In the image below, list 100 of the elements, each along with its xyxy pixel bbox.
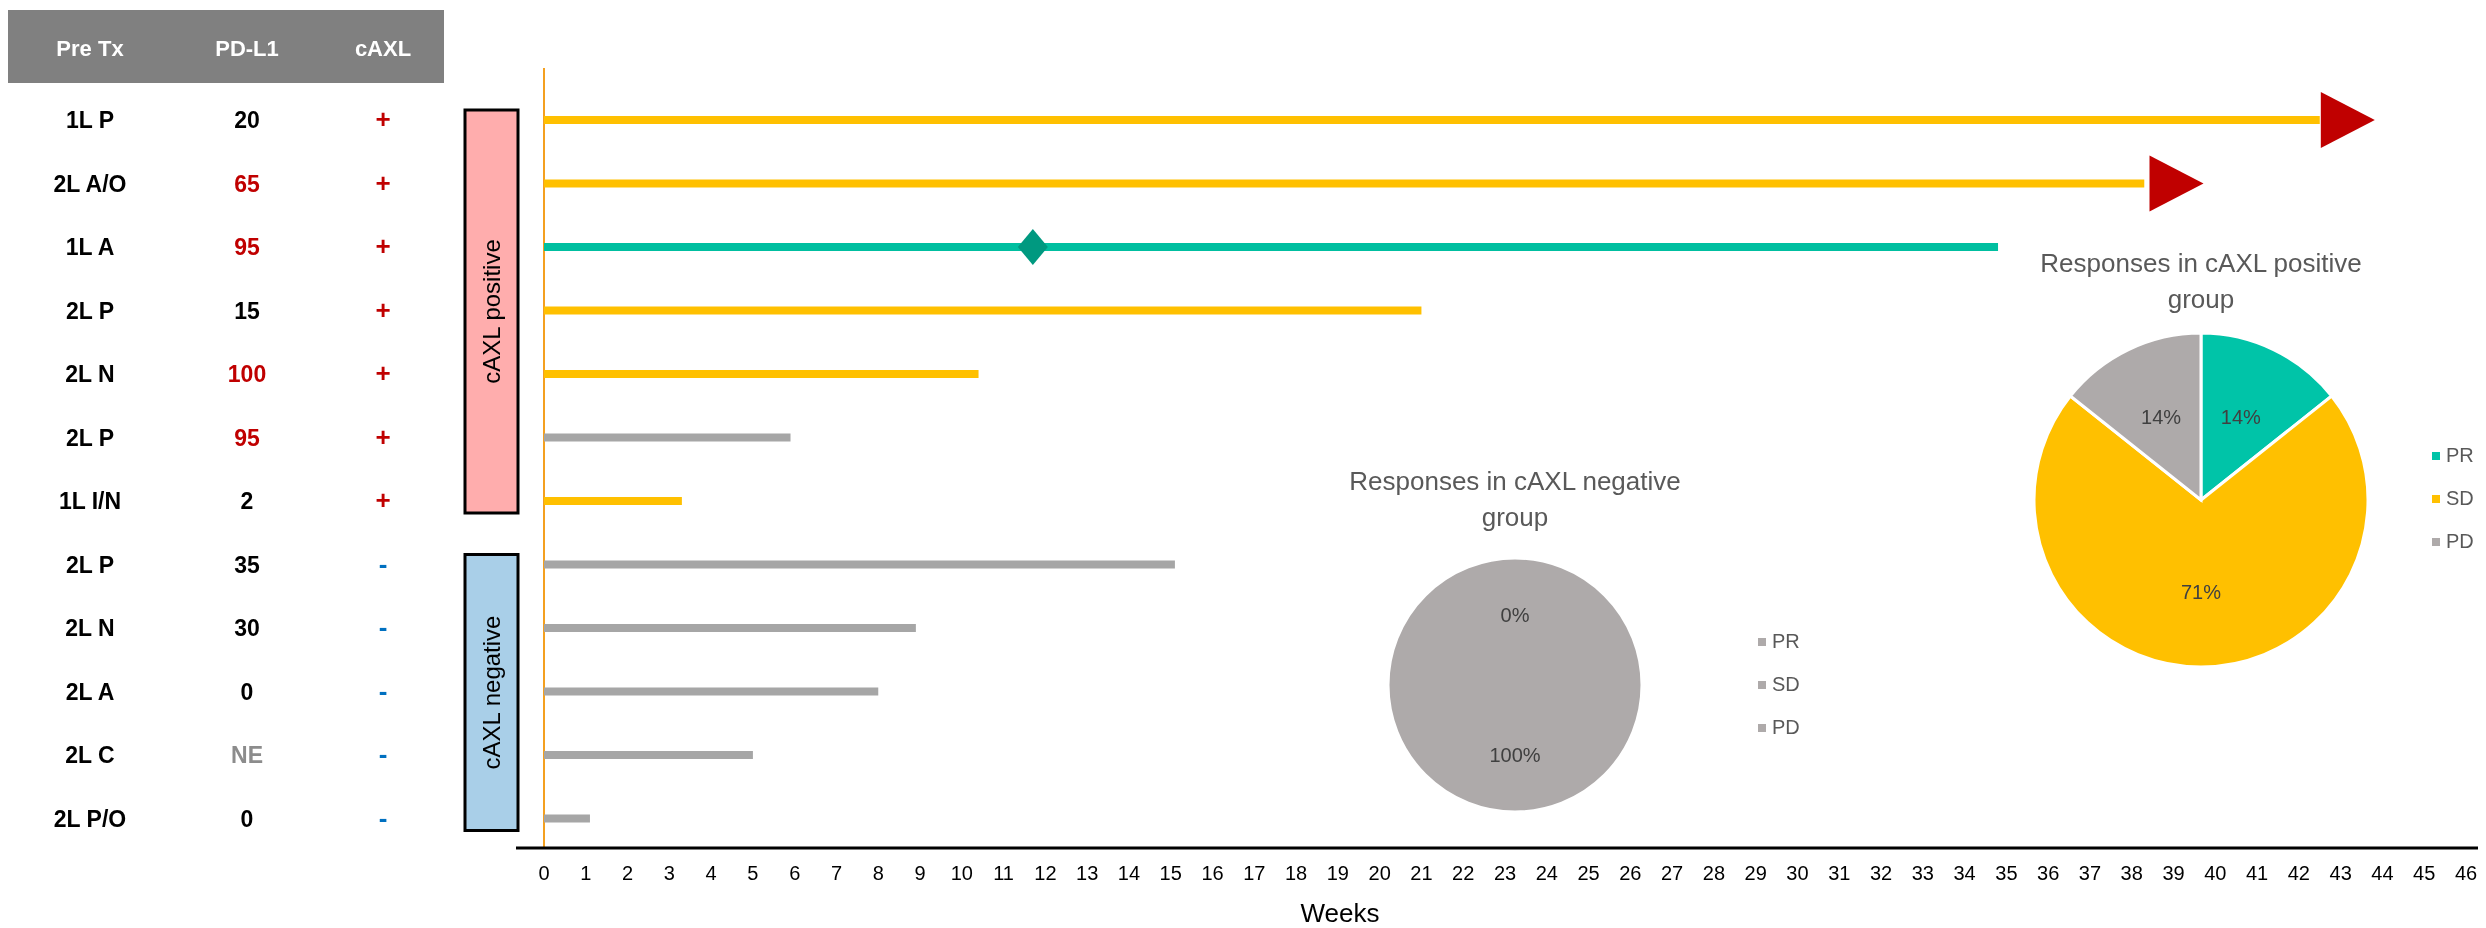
bar — [544, 243, 1999, 251]
text: PD-L1 — [215, 36, 279, 61]
text: 2L P — [65, 297, 115, 324]
x-tick-label: 1 — [580, 862, 592, 884]
bar — [544, 560, 1175, 569]
x-tick-label: 23 — [1493, 862, 1517, 884]
x-tick-label: 41 — [2245, 862, 2269, 884]
x-tick-label: 0 — [538, 862, 550, 884]
text: 20 — [234, 107, 260, 133]
text: - — [378, 548, 388, 579]
legend-label: PR — [1772, 630, 1800, 652]
x-tick-label: 14 — [1117, 862, 1141, 884]
x-tick-label: 10 — [950, 862, 973, 884]
legend-label: SD — [1772, 673, 1800, 695]
text: 15 — [234, 297, 260, 324]
x-tick-label: 5 — [747, 862, 759, 884]
x-tick-label: 20 — [1368, 862, 1391, 884]
x-tick-label: 11 — [993, 862, 1014, 884]
x-tick-label: 19 — [1326, 862, 1349, 884]
x-tick-label: 32 — [1869, 862, 1893, 884]
x-tick-label: 6 — [789, 862, 801, 884]
legend-label: PD — [2446, 530, 2474, 552]
text: Pre Tx — [56, 36, 125, 61]
x-tick-label: 29 — [1744, 862, 1767, 884]
x-tick-label: 2 — [622, 862, 634, 884]
x-tick-label: 7 — [830, 862, 843, 884]
text: 30 — [234, 615, 260, 641]
x-tick-label: 31 — [1828, 862, 1851, 884]
text: cAXL — [354, 36, 412, 61]
text: 95 — [234, 234, 260, 260]
x-tick-label: 9 — [914, 862, 926, 884]
text: 2 — [240, 488, 254, 514]
text: 2L N — [65, 615, 115, 641]
text: 2L N — [65, 361, 115, 387]
text: 35 — [234, 551, 260, 578]
x-tick-label: 36 — [2037, 862, 2060, 884]
bar — [544, 814, 590, 823]
text: NE — [231, 742, 263, 768]
x-tick-label: 44 — [2371, 862, 2394, 884]
x-tick-label: 17 — [1243, 862, 1266, 884]
text: - — [378, 612, 388, 642]
x-tick-label: 34 — [1953, 862, 1976, 884]
bar — [544, 306, 1422, 315]
text: cAXL positive — [478, 239, 505, 384]
x-tick-label: 38 — [2120, 862, 2143, 884]
text: 0 — [240, 678, 254, 705]
x-tick-label: 37 — [2078, 862, 2102, 884]
text: 1L I/N — [58, 488, 122, 514]
x-tick-label: 26 — [1619, 862, 1642, 884]
data-label: 14% — [2220, 406, 2262, 429]
text: - — [378, 802, 388, 833]
x-tick-label: 13 — [1076, 862, 1099, 884]
text: 2L A — [65, 678, 115, 705]
bar — [544, 497, 682, 505]
x-tick-label: 24 — [1535, 862, 1558, 884]
text: 2L A/O — [53, 170, 127, 197]
x-tick-label: 40 — [2204, 862, 2227, 884]
text: 2L C — [65, 742, 115, 768]
text: 0% — [1500, 604, 1530, 627]
x-tick-label: 16 — [1201, 862, 1224, 884]
text: 95 — [234, 424, 260, 451]
x-tick-label: 21 — [1410, 862, 1433, 884]
text: + — [375, 421, 391, 452]
text: + — [375, 485, 391, 515]
x-tick-label: 28 — [1702, 862, 1726, 884]
text: + — [375, 167, 391, 198]
x-tick-label: 39 — [2162, 862, 2185, 884]
x-tick-label: 25 — [1577, 862, 1600, 884]
x-tick-label: 12 — [1034, 862, 1057, 884]
text: 2L P — [65, 424, 115, 451]
text: 2L P — [65, 551, 115, 578]
text: 1L P — [65, 107, 115, 133]
x-tick-label: 45 — [2413, 862, 2436, 884]
legend-label: PD — [1772, 716, 1800, 738]
x-tick-label: 27 — [1661, 862, 1684, 884]
text: 65 — [234, 170, 260, 197]
x-tick-label: 3 — [663, 862, 675, 884]
x-tick-label: 43 — [2329, 862, 2352, 884]
x-tick-label: 18 — [1284, 862, 1308, 884]
text: - — [378, 739, 388, 769]
data-label: 100% — [1489, 743, 1541, 766]
data-label: 71% — [2180, 580, 2222, 603]
text: 1L A — [65, 234, 115, 260]
text: cAXL negative — [478, 615, 505, 770]
text: 100 — [227, 361, 267, 387]
x-tick-label: 33 — [1911, 862, 1934, 884]
bar — [544, 179, 2145, 188]
text: + — [375, 294, 391, 325]
x-axis-title: Weeks — [1300, 898, 1380, 928]
x-tick-label: 46 — [2454, 862, 2478, 884]
text: 2L P/O — [53, 805, 127, 832]
x-tick-label: 30 — [1786, 862, 1809, 884]
x-tick-label: 22 — [1452, 862, 1475, 884]
bar — [544, 370, 979, 378]
bar — [544, 116, 2320, 124]
x-tick-label: 4 — [705, 862, 717, 884]
x-tick-label: 15 — [1159, 862, 1182, 884]
text: 0 — [240, 805, 254, 832]
x-tick-label: 8 — [872, 862, 884, 884]
x-tick-label: 35 — [1995, 862, 2018, 884]
